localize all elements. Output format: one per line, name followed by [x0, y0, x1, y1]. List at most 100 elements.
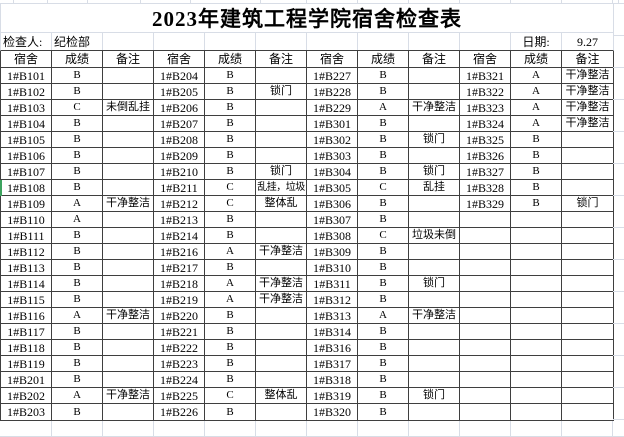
note-cell[interactable]	[103, 260, 154, 275]
dorm-cell[interactable]: 1#B313	[307, 308, 358, 323]
note-cell[interactable]: 锁门	[409, 276, 460, 291]
grade-cell[interactable]: B	[358, 340, 409, 355]
header-cell-grade[interactable]: 成绩	[52, 51, 103, 67]
grade-cell[interactable]: B	[205, 372, 256, 387]
note-cell[interactable]	[103, 404, 154, 420]
note-cell[interactable]	[103, 164, 154, 179]
dorm-cell[interactable]	[460, 404, 511, 420]
dorm-cell[interactable]	[460, 276, 511, 291]
dorm-cell[interactable]: 1#B327	[460, 164, 511, 179]
dorm-cell[interactable]: 1#B201	[1, 372, 52, 387]
note-cell[interactable]: 干净整洁	[565, 69, 610, 81]
note-cell[interactable]	[562, 228, 613, 243]
grade-cell[interactable]: B	[511, 132, 562, 147]
note-cell[interactable]	[562, 404, 613, 420]
grade-cell[interactable]: B	[52, 372, 103, 387]
note-cell[interactable]: 干净整洁	[103, 308, 154, 323]
header-cell-grade[interactable]: 成绩	[511, 51, 562, 67]
grade-cell[interactable]: B	[52, 132, 103, 147]
note-cell[interactable]	[256, 116, 307, 131]
grade-cell[interactable]	[511, 404, 562, 420]
grade-cell[interactable]: A	[205, 292, 256, 307]
dorm-cell[interactable]: 1#B212	[154, 196, 205, 211]
selected-cell-edge[interactable]	[0, 180, 2, 196]
dorm-cell[interactable]: 1#B102	[1, 84, 52, 99]
empty-cell[interactable]	[307, 33, 358, 50]
grade-cell[interactable]: B	[52, 292, 103, 307]
dorm-cell[interactable]: 1#B106	[1, 148, 52, 163]
note-cell[interactable]	[562, 324, 613, 339]
grade-cell[interactable]: B	[205, 100, 256, 115]
note-cell[interactable]	[103, 244, 154, 259]
grade-cell[interactable]: B	[52, 116, 103, 131]
dorm-cell[interactable]: 1#B108	[1, 180, 52, 195]
dorm-cell[interactable]: 1#B229	[307, 100, 358, 115]
grade-cell[interactable]: B	[52, 84, 103, 99]
note-cell[interactable]: 干净整洁	[565, 101, 610, 113]
dorm-cell[interactable]: 1#B221	[154, 324, 205, 339]
header-cell-grade[interactable]: 成绩	[358, 51, 409, 67]
dorm-cell[interactable]: 1#B306	[307, 196, 358, 211]
grade-cell[interactable]: B	[205, 116, 256, 131]
note-cell[interactable]: 整体乱	[256, 388, 307, 403]
note-cell[interactable]	[562, 164, 613, 179]
note-cell[interactable]: 干净整洁	[103, 196, 154, 211]
note-cell[interactable]	[409, 340, 460, 355]
note-cell[interactable]	[562, 132, 613, 147]
note-cell[interactable]	[562, 308, 613, 323]
note-cell[interactable]	[562, 372, 613, 387]
grade-cell[interactable]	[511, 324, 562, 339]
note-cell[interactable]	[103, 340, 154, 355]
dorm-cell[interactable]: 1#B316	[307, 340, 358, 355]
dorm-cell[interactable]	[460, 340, 511, 355]
grade-cell[interactable]: B	[358, 196, 409, 211]
dorm-cell[interactable]: 1#B205	[154, 84, 205, 99]
note-cell[interactable]: 未倒乱挂	[103, 100, 154, 115]
grade-cell[interactable]: B	[358, 356, 409, 371]
note-cell[interactable]	[562, 340, 613, 355]
note-cell[interactable]	[256, 100, 307, 115]
grade-cell[interactable]	[511, 308, 562, 323]
header-cell-dorm[interactable]: 宿舍	[154, 51, 205, 67]
dorm-cell[interactable]: 1#B216	[154, 244, 205, 259]
note-cell[interactable]	[103, 356, 154, 371]
dorm-cell[interactable]: 1#B211	[154, 180, 205, 195]
note-cell[interactable]	[562, 148, 613, 163]
note-cell[interactable]	[409, 404, 460, 420]
dorm-cell[interactable]: 1#B326	[460, 148, 511, 163]
grade-cell[interactable]: B	[511, 164, 562, 179]
note-cell[interactable]: 锁门	[576, 197, 599, 209]
dorm-cell[interactable]: 1#B110	[1, 212, 52, 227]
dorm-cell[interactable]: 1#B308	[307, 228, 358, 243]
dorm-cell[interactable]: 1#B318	[307, 372, 358, 387]
dorm-cell[interactable]	[460, 388, 511, 403]
note-cell[interactable]	[256, 212, 307, 227]
dorm-cell[interactable]: 1#B309	[307, 244, 358, 259]
note-cell[interactable]: 干净整洁	[256, 292, 307, 307]
inspector-value-cell[interactable]: 纪检部	[52, 33, 103, 50]
grade-cell[interactable]	[511, 372, 562, 387]
dorm-cell[interactable]: 1#B323	[460, 100, 511, 115]
empty-cell[interactable]	[256, 33, 307, 50]
grade-cell[interactable]: B	[205, 212, 256, 227]
dorm-cell[interactable]: 1#B116	[1, 308, 52, 323]
dorm-cell[interactable]: 1#B105	[1, 132, 52, 147]
grade-cell[interactable]	[511, 292, 562, 307]
grade-cell[interactable]: A	[511, 68, 562, 83]
grade-cell[interactable]: B	[205, 260, 256, 275]
note-cell[interactable]	[562, 244, 613, 259]
note-cell[interactable]: 锁门	[409, 164, 460, 179]
grade-cell[interactable]: C	[358, 228, 409, 243]
dorm-cell[interactable]: 1#B304	[307, 164, 358, 179]
grade-cell[interactable]: B	[358, 212, 409, 227]
dorm-cell[interactable]	[460, 308, 511, 323]
dorm-cell[interactable]: 1#B104	[1, 116, 52, 131]
dorm-cell[interactable]: 1#B111	[1, 228, 52, 243]
grade-cell[interactable]: B	[358, 84, 409, 99]
grade-cell[interactable]: B	[205, 340, 256, 355]
grade-cell[interactable]: A	[205, 244, 256, 259]
note-cell[interactable]	[409, 372, 460, 387]
note-cell[interactable]	[103, 148, 154, 163]
note-cell[interactable]	[562, 388, 613, 403]
dorm-cell[interactable]	[460, 228, 511, 243]
